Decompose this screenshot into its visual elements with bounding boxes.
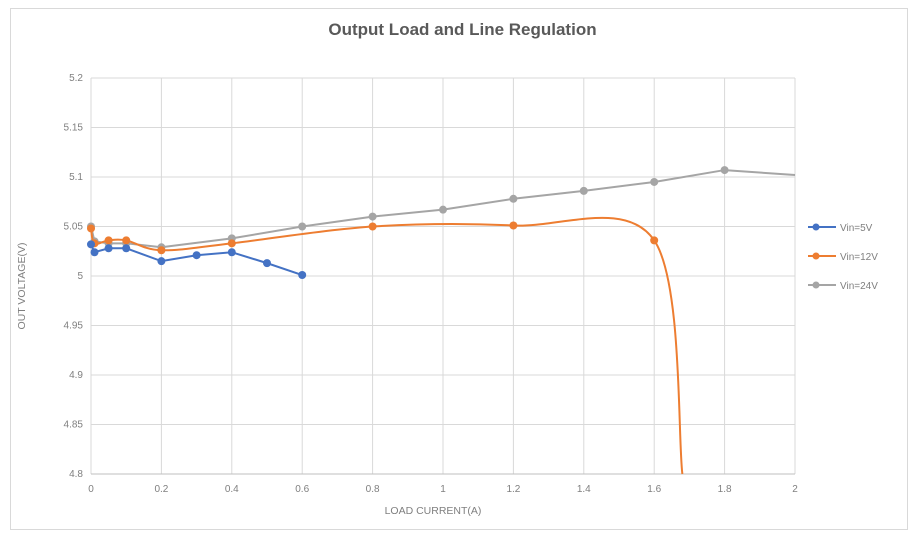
data-point	[509, 194, 518, 203]
data-point	[298, 222, 307, 231]
data-point	[263, 259, 271, 268]
x-tick-label: 0.6	[295, 484, 309, 495]
chart-area	[10, 8, 908, 530]
y-tick-label: 4.85	[64, 420, 84, 431]
x-tick-label: 1.8	[718, 484, 732, 495]
data-point	[298, 271, 307, 280]
data-point	[90, 248, 99, 257]
x-axis-title: LOAD CURRENT(A)	[385, 505, 482, 517]
x-tick-label: 0.8	[366, 484, 380, 495]
data-point	[439, 205, 447, 214]
data-point	[104, 244, 113, 253]
data-point	[157, 257, 166, 266]
y-tick-label: 5	[77, 271, 83, 282]
y-tick-label: 5.15	[64, 123, 84, 134]
data-point	[157, 246, 166, 255]
series-line-vin-12v	[90, 216, 684, 475]
x-tick-label: 1.4	[577, 484, 591, 495]
y-tick-label: 4.95	[64, 321, 84, 332]
x-tick-label: 1	[440, 484, 446, 495]
y-tick-label: 4.9	[69, 370, 83, 381]
y-tick-label: 5.05	[64, 222, 84, 233]
data-point	[87, 240, 95, 249]
data-point	[227, 239, 236, 248]
legend-label: Vin=24V	[840, 281, 878, 292]
x-tick-label: 0	[88, 484, 94, 495]
data-point	[650, 177, 659, 186]
data-point	[87, 224, 95, 233]
data-point	[227, 248, 236, 257]
legend-swatch-marker	[812, 223, 820, 231]
data-point	[368, 212, 377, 221]
legend-swatch-marker	[812, 281, 820, 289]
y-tick-label: 4.8	[69, 469, 83, 480]
legend-swatch-marker	[812, 252, 820, 260]
y-tick-label: 5.2	[69, 73, 83, 84]
y-tick-label: 5.1	[69, 172, 83, 183]
x-tick-label: 0.4	[225, 484, 239, 495]
y-axis-title: OUT VOLTAGE(V)	[16, 243, 28, 330]
x-tick-label: 0.2	[154, 484, 168, 495]
data-point	[368, 222, 377, 231]
data-point	[509, 221, 518, 230]
data-point	[104, 236, 113, 245]
data-point	[720, 166, 729, 175]
data-point	[122, 236, 131, 245]
legend-label: Vin=5V	[840, 223, 873, 234]
chart-title: Output Load and Line Regulation	[328, 20, 597, 39]
x-tick-label: 1.2	[506, 484, 520, 495]
data-point	[122, 244, 131, 253]
x-tick-label: 1.6	[647, 484, 661, 495]
data-point	[192, 251, 201, 260]
data-point	[579, 186, 588, 195]
data-point	[650, 236, 659, 245]
x-tick-label: 2	[792, 484, 798, 495]
legend-label: Vin=12V	[840, 252, 878, 263]
